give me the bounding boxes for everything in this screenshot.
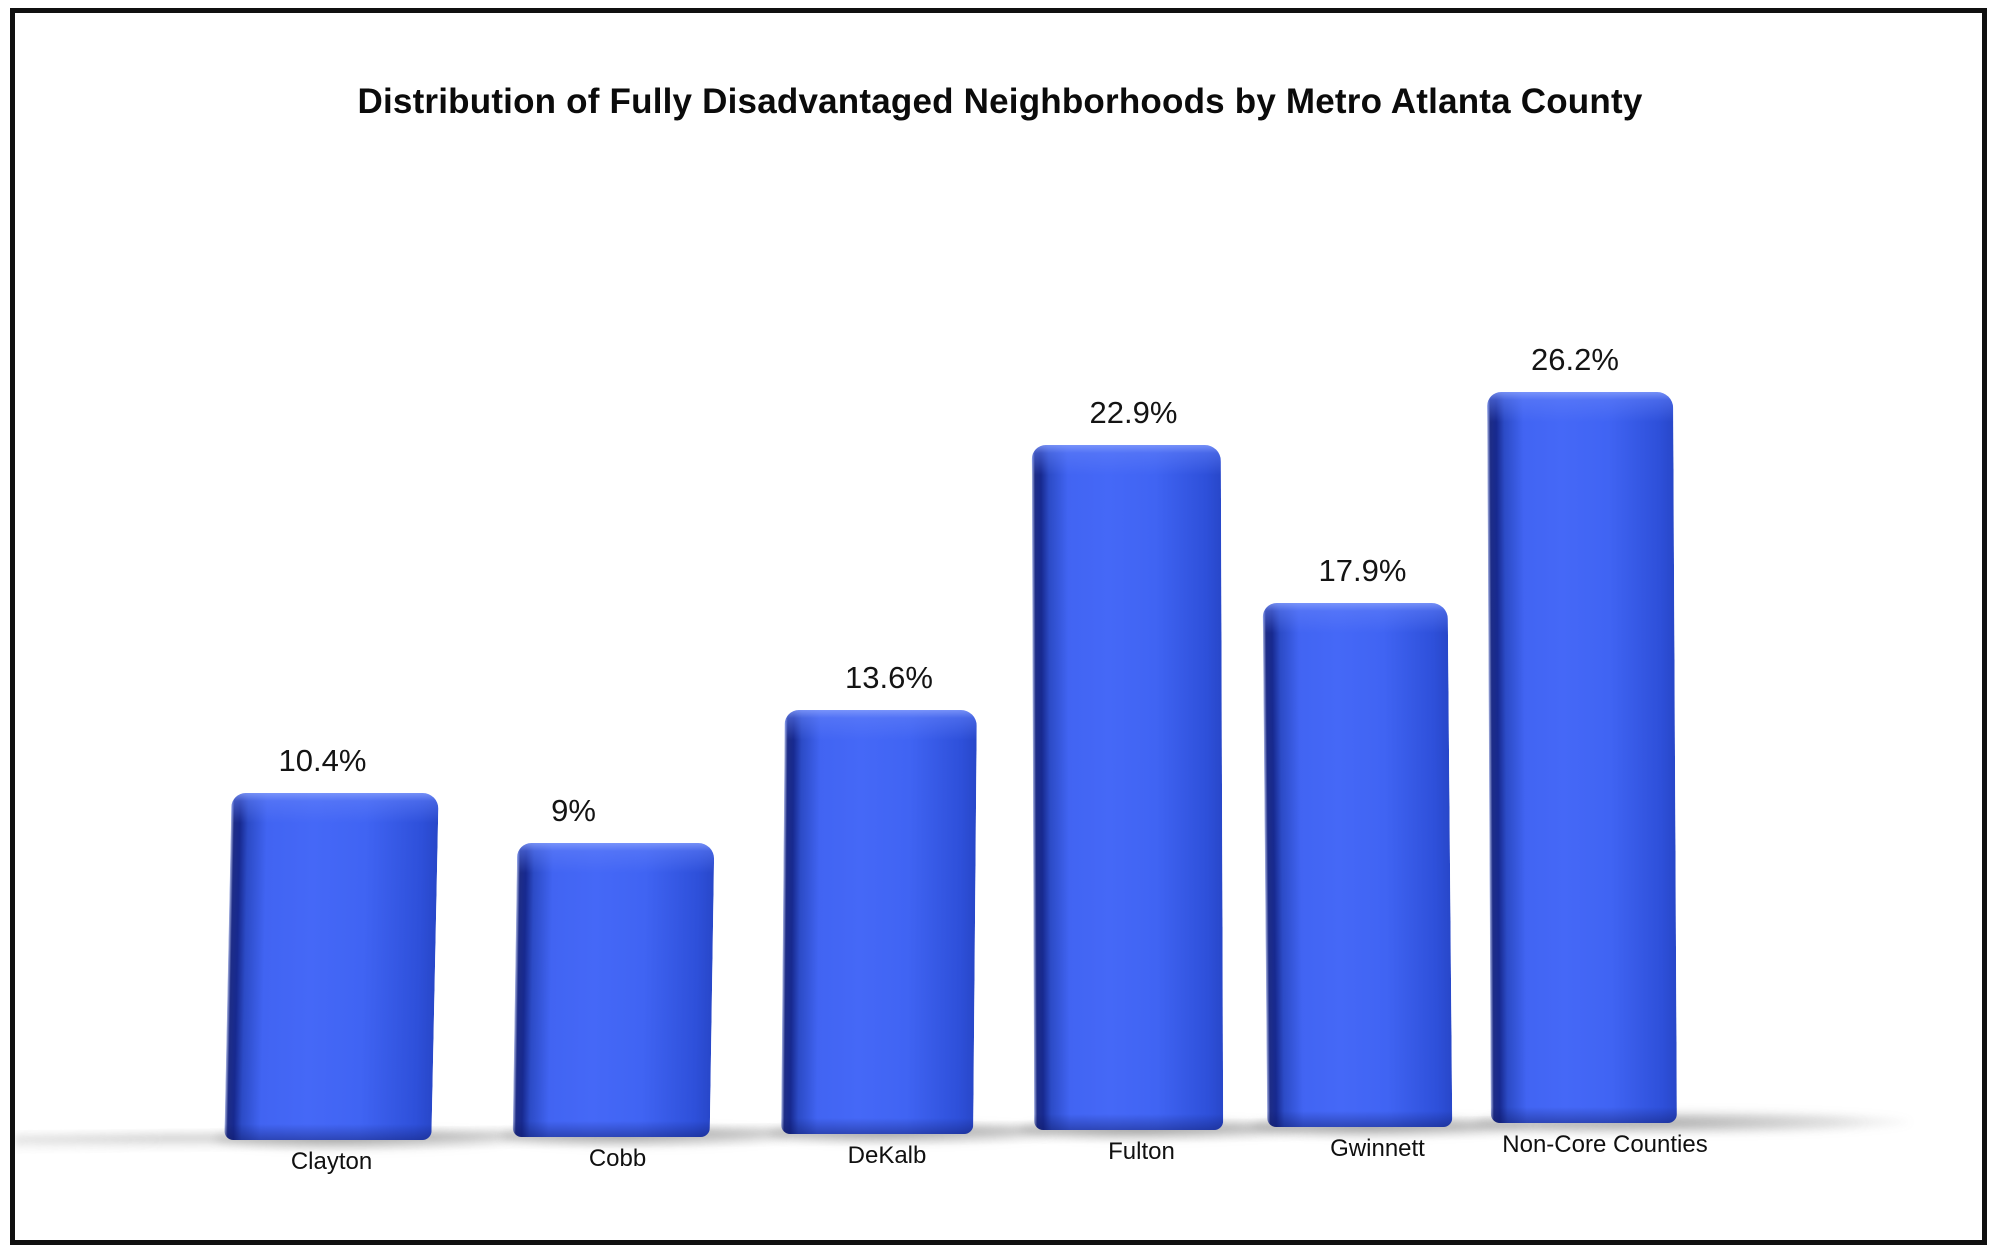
category-label-non-core-counties: Non-Core Counties	[1502, 1131, 1708, 1158]
category-label-clayton: Clayton	[290, 1148, 373, 1175]
value-label-cobb: 9%	[551, 793, 596, 828]
value-label-non-core-counties: 26.2%	[1531, 342, 1619, 377]
bar-non-core-counties	[1487, 392, 1677, 1123]
bar-fulton	[1031, 445, 1224, 1130]
value-label-dekalb: 13.6%	[845, 660, 933, 695]
category-label-gwinnett: Gwinnett	[1330, 1135, 1425, 1162]
bar-dekalb	[781, 710, 977, 1134]
category-label-fulton: Fulton	[1108, 1138, 1175, 1165]
category-label-cobb: Cobb	[588, 1145, 647, 1172]
value-label-fulton: 22.9%	[1089, 395, 1178, 430]
value-label-gwinnett: 17.9%	[1318, 553, 1407, 588]
bar-clayton	[224, 793, 439, 1140]
category-label-dekalb: DeKalb	[847, 1142, 927, 1169]
chart-title: Distribution of Fully Disadvantaged Neig…	[357, 82, 1643, 121]
bar-gwinnett	[1262, 603, 1453, 1127]
value-label-clayton: 10.4%	[278, 743, 367, 778]
bar-cobb	[512, 843, 715, 1137]
